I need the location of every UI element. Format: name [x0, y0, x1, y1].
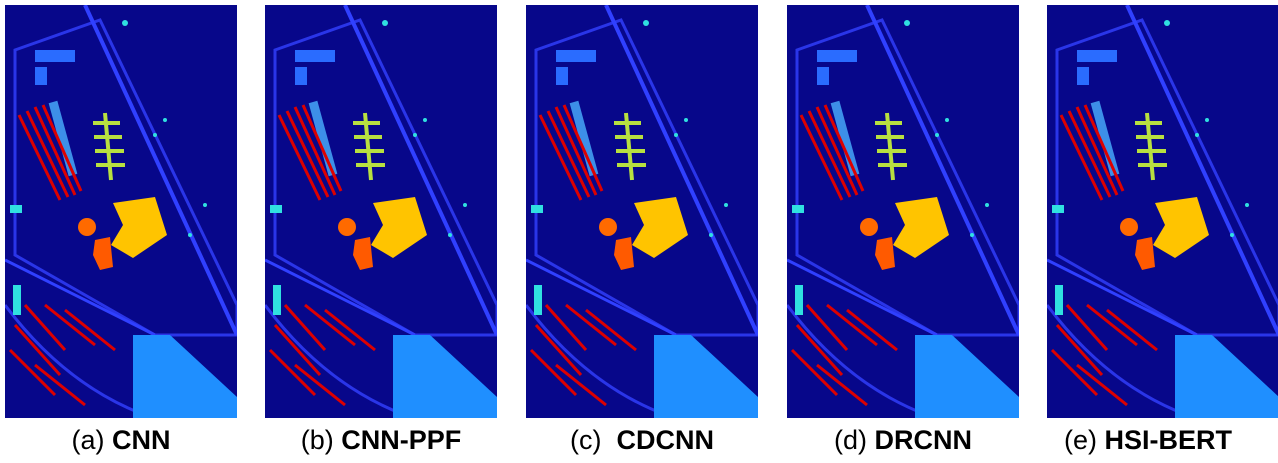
- caption-name: HSI-BERT: [1105, 425, 1233, 455]
- caption-name: CDCNN: [617, 425, 715, 455]
- caption: (b) CNN-PPF: [251, 425, 511, 456]
- caption-label: (b): [301, 425, 334, 455]
- classification-map: [5, 5, 237, 418]
- caption: (c) CDCNN: [512, 425, 772, 456]
- caption: (e) HSI-BERT: [1018, 425, 1278, 456]
- caption: (d) DRCNN: [773, 425, 1033, 456]
- classification-map: [265, 5, 497, 418]
- caption: (a) CNN: [0, 425, 251, 456]
- caption-label: (c): [570, 425, 601, 455]
- classification-map: [1047, 5, 1278, 418]
- classification-map: [787, 5, 1019, 418]
- classification-map: [526, 5, 758, 418]
- caption-label: (a): [71, 425, 104, 455]
- caption-name: DRCNN: [875, 425, 973, 455]
- caption-label: (e): [1064, 425, 1097, 455]
- caption-label: (d): [834, 425, 867, 455]
- caption-name: CNN: [112, 425, 171, 455]
- figure: (a) CNN (b) CNN-PPF (c) CDCNN (d) DRCNN …: [0, 0, 1278, 463]
- caption-name: CNN-PPF: [341, 425, 461, 455]
